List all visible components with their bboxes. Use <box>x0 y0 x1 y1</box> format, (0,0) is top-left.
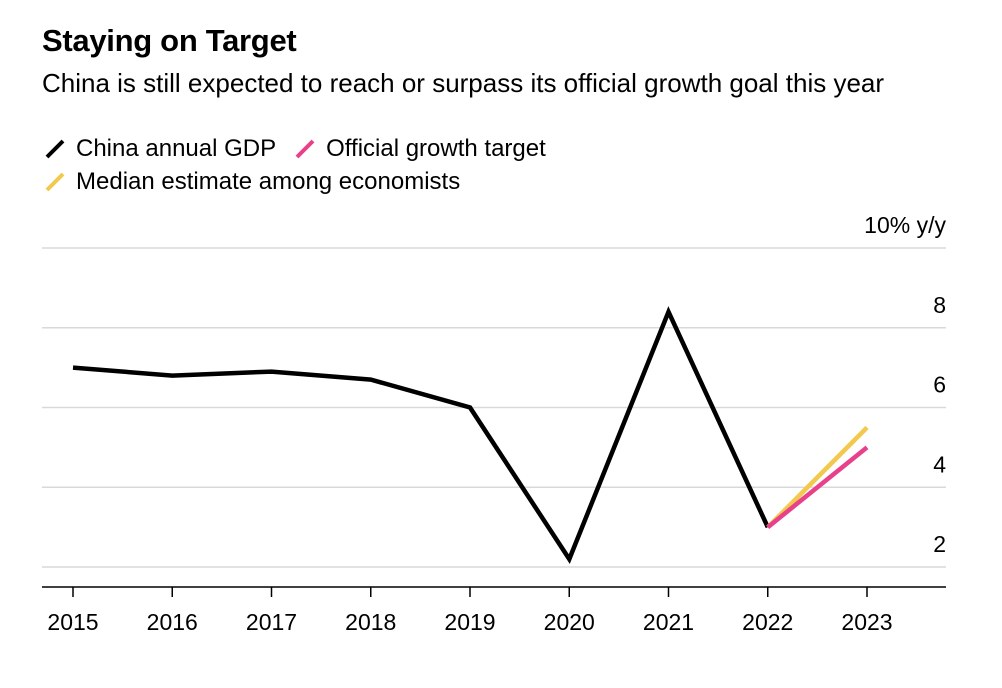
legend-row-2: Median estimate among economists <box>42 165 942 198</box>
x-tick-label: 2022 <box>742 609 793 635</box>
x-tick-label: 2019 <box>444 609 495 635</box>
legend-item-gdp: China annual GDP <box>42 134 276 164</box>
legend: China annual GDP Official growth target … <box>42 132 942 198</box>
legend-label-estimate: Median estimate among economists <box>76 167 461 195</box>
legend-row-1: China annual GDP Official growth target <box>42 132 942 165</box>
series-line-china-annual-gdp <box>72 306 770 564</box>
legend-swatch-line <box>45 172 65 191</box>
chart-subtitle: China is still expected to reach or surp… <box>42 68 885 98</box>
x-tick-label: 2023 <box>841 609 892 635</box>
legend-item-estimate: Median estimate among economists <box>42 167 460 197</box>
y-tick-label: 10% y/y <box>864 212 946 238</box>
x-tick-label: 2021 <box>643 609 694 635</box>
x-tick-label: 2016 <box>147 609 198 635</box>
legend-label-target: Official growth target <box>326 134 546 162</box>
legend-swatch-line <box>45 139 65 158</box>
legend-label-gdp: China annual GDP <box>76 134 277 162</box>
legend-item-target: Official growth target <box>292 134 546 164</box>
y-tick-label: 8 <box>933 292 946 318</box>
y-tick-label: 2 <box>933 531 946 557</box>
legend-swatch-estimate <box>45 172 65 191</box>
legend-swatch-target <box>295 139 315 158</box>
x-tick-label: 2015 <box>47 609 98 635</box>
legend-swatch-gdp <box>45 139 65 158</box>
x-tick-label: 2018 <box>345 609 396 635</box>
x-tick-label: 2017 <box>246 609 297 635</box>
series-line-median-estimate-among-economists <box>766 425 869 529</box>
legend-swatch-line <box>295 139 315 158</box>
chart-title: Staying on Target <box>42 23 297 58</box>
x-tick-label: 2020 <box>544 609 595 635</box>
series-line-official-growth-target <box>766 445 869 529</box>
y-tick-label: 6 <box>933 372 946 398</box>
y-tick-label: 4 <box>933 451 946 477</box>
